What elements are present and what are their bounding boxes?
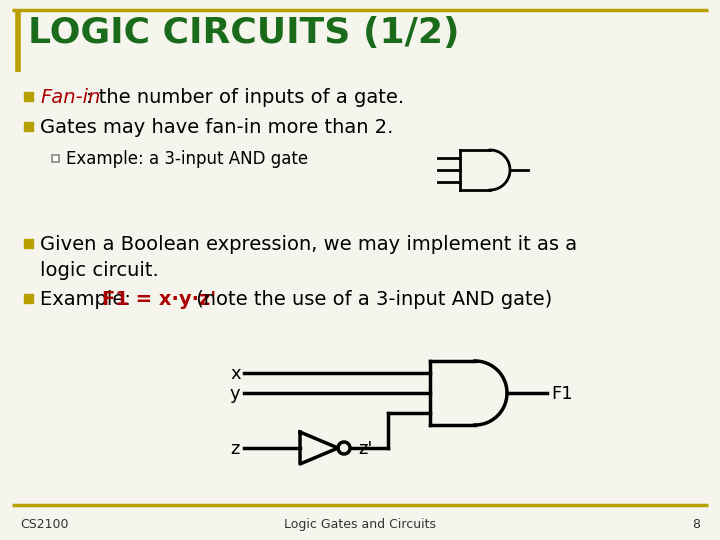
Bar	[24, 91, 32, 100]
Text: z': z'	[358, 440, 372, 458]
Text: F1: F1	[551, 385, 572, 403]
Bar	[24, 122, 32, 131]
Text: Logic Gates and Circuits: Logic Gates and Circuits	[284, 518, 436, 531]
Text: Given a Boolean expression, we may implement it as a: Given a Boolean expression, we may imple…	[40, 235, 577, 254]
Text: Example: a 3-input AND gate: Example: a 3-input AND gate	[66, 150, 308, 168]
Text: Gates may have fan-in more than 2.: Gates may have fan-in more than 2.	[40, 118, 393, 137]
Text: LOGIC CIRCUITS (1/2): LOGIC CIRCUITS (1/2)	[28, 16, 459, 50]
Text: CS2100: CS2100	[20, 518, 68, 531]
Text: Fan-in: Fan-in	[40, 88, 100, 107]
Text: 8: 8	[692, 518, 700, 531]
Text: Example:: Example:	[40, 290, 137, 309]
Bar	[24, 294, 32, 302]
Text: y: y	[230, 385, 240, 403]
Text: : the number of inputs of a gate.: : the number of inputs of a gate.	[86, 88, 404, 107]
Text: logic circuit.: logic circuit.	[40, 261, 158, 280]
Text: (note the use of a 3-input AND gate): (note the use of a 3-input AND gate)	[190, 290, 552, 309]
Text: z: z	[230, 440, 239, 458]
Bar	[52, 154, 58, 161]
Text: x: x	[230, 365, 240, 383]
Bar	[24, 239, 32, 247]
Text: F1 = x·y·z': F1 = x·y·z'	[102, 290, 216, 309]
